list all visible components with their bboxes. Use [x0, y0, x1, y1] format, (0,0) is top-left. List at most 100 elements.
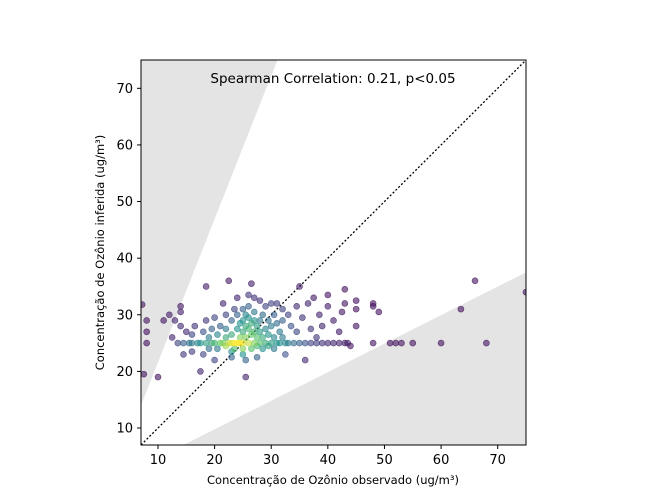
data-point: [214, 345, 221, 353]
data-point: [290, 339, 298, 347]
data-point: [273, 300, 281, 307]
data-point: [141, 301, 146, 308]
x-axis-label: Concentração de Ozônio observado (ug/m³): [207, 473, 459, 487]
data-point: [219, 300, 227, 307]
data-point: [143, 328, 150, 336]
data-point: [293, 302, 300, 310]
data-point: [313, 339, 320, 347]
data-point: [177, 302, 184, 310]
y-axis-ticks: 10 20 30 40 50 60 70: [116, 82, 141, 437]
data-point: [344, 339, 351, 347]
data-point: [267, 322, 275, 330]
data-point: [245, 325, 252, 333]
data-point: [265, 317, 272, 324]
data-point: [245, 302, 252, 310]
data-point: [282, 351, 289, 358]
data-point: [369, 300, 377, 307]
data-point: [242, 334, 250, 341]
data-point: [256, 328, 264, 336]
data-point: [284, 311, 292, 319]
data-point: [191, 322, 199, 330]
data-point: [279, 334, 286, 341]
data-point: [245, 314, 252, 321]
data-point: [262, 302, 269, 310]
x-tick-label: 10: [150, 453, 167, 468]
data-point: [188, 348, 196, 355]
data-point: [279, 317, 286, 324]
data-point: [270, 311, 278, 319]
y-axis-label: Concentração de Ozônio inferida (ug/m³): [93, 135, 107, 371]
data-point: [250, 294, 258, 302]
data-point: [273, 319, 281, 327]
data-point: [166, 311, 173, 319]
data-point: [301, 356, 309, 364]
correlation-annotation: Spearman Correlation: 0.21, p<0.05: [210, 71, 455, 87]
data-point: [522, 288, 526, 296]
y-tick-label: 20: [116, 365, 133, 380]
data-point: [197, 339, 204, 347]
data-point: [270, 334, 278, 341]
x-tick-label: 40: [320, 453, 337, 468]
data-point: [222, 325, 230, 333]
upper-factor-band: [141, 60, 278, 406]
data-point: [276, 339, 284, 347]
data-point: [242, 356, 250, 364]
data-point: [205, 334, 213, 341]
data-point: [256, 297, 264, 304]
y-tick-label: 60: [116, 138, 133, 153]
data-point: [259, 334, 267, 341]
data-point: [239, 328, 247, 336]
data-point: [228, 317, 235, 324]
data-point: [211, 314, 218, 321]
y-tick-label: 30: [116, 308, 133, 323]
data-point: [341, 286, 349, 293]
data-point: [231, 305, 238, 313]
x-tick-label: 70: [489, 453, 506, 468]
data-point: [242, 373, 250, 381]
data-point: [307, 325, 315, 333]
data-point: [231, 345, 238, 353]
data-point: [369, 339, 377, 347]
data-point: [228, 331, 235, 338]
data-point: [256, 317, 264, 324]
data-points: [141, 277, 526, 381]
data-point: [324, 302, 332, 310]
data-point: [177, 322, 184, 330]
data-point: [318, 322, 326, 330]
data-point: [409, 339, 417, 347]
data-point: [265, 331, 272, 338]
data-point: [259, 311, 267, 319]
data-point: [375, 308, 383, 316]
data-point: [239, 317, 247, 324]
data-point: [253, 353, 261, 361]
data-point: [338, 308, 346, 316]
data-point: [199, 351, 207, 358]
data-point: [330, 339, 337, 347]
data-point: [141, 370, 148, 378]
data-point: [335, 328, 343, 336]
y-tick-label: 70: [116, 82, 133, 97]
data-point: [304, 300, 312, 307]
x-tick-label: 60: [433, 453, 450, 468]
data-point: [188, 331, 196, 338]
data-point: [248, 345, 255, 353]
data-point: [225, 277, 233, 285]
data-point: [188, 339, 196, 347]
data-point: [299, 314, 306, 321]
data-point: [214, 331, 221, 338]
data-point: [143, 317, 150, 324]
data-point: [310, 294, 317, 302]
data-point: [296, 283, 303, 290]
data-point: [177, 308, 184, 316]
data-point: [168, 334, 176, 341]
data-point: [180, 351, 187, 358]
data-point: [239, 345, 247, 353]
data-point: [267, 339, 275, 347]
data-point: [253, 334, 261, 341]
data-point: [282, 339, 289, 347]
data-point: [386, 339, 394, 347]
data-point: [154, 373, 162, 381]
data-point: [205, 345, 213, 353]
data-point: [267, 300, 275, 307]
